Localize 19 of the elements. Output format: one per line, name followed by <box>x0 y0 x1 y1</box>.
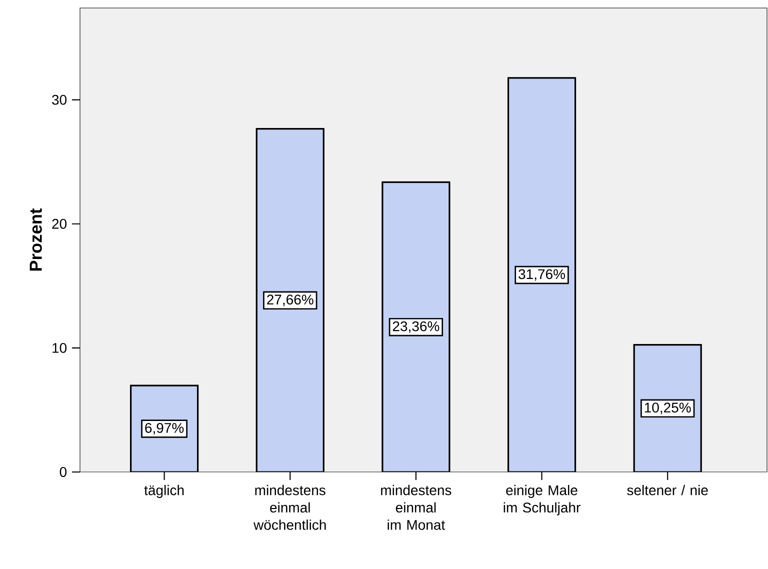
data-label: 10,25% <box>644 402 691 414</box>
bar <box>256 128 324 472</box>
bar <box>507 77 576 472</box>
data-label: 6,97% <box>145 422 184 435</box>
y-axis-title: Prozent <box>30 208 42 271</box>
data-label: 27,66% <box>267 294 314 306</box>
data-label: 31,76% <box>518 269 566 281</box>
x-tick-label: mindestens einmal wöchentlich <box>254 484 326 530</box>
y-tick-label: 10 <box>52 342 67 353</box>
y-tick-label: 30 <box>52 94 67 105</box>
y-tick-label: 20 <box>52 218 67 229</box>
y-tick-label: 0 <box>60 467 67 477</box>
x-tick-label: einige Male im Schuljahr <box>504 484 580 516</box>
bar <box>382 181 450 472</box>
bar <box>633 344 702 472</box>
x-tick-label: mindestens einmal im Monat <box>381 484 452 530</box>
x-tick-label: seltener / nie <box>627 484 708 496</box>
x-tick-label: täglich <box>144 484 184 498</box>
data-label: 23,36% <box>392 321 440 333</box>
